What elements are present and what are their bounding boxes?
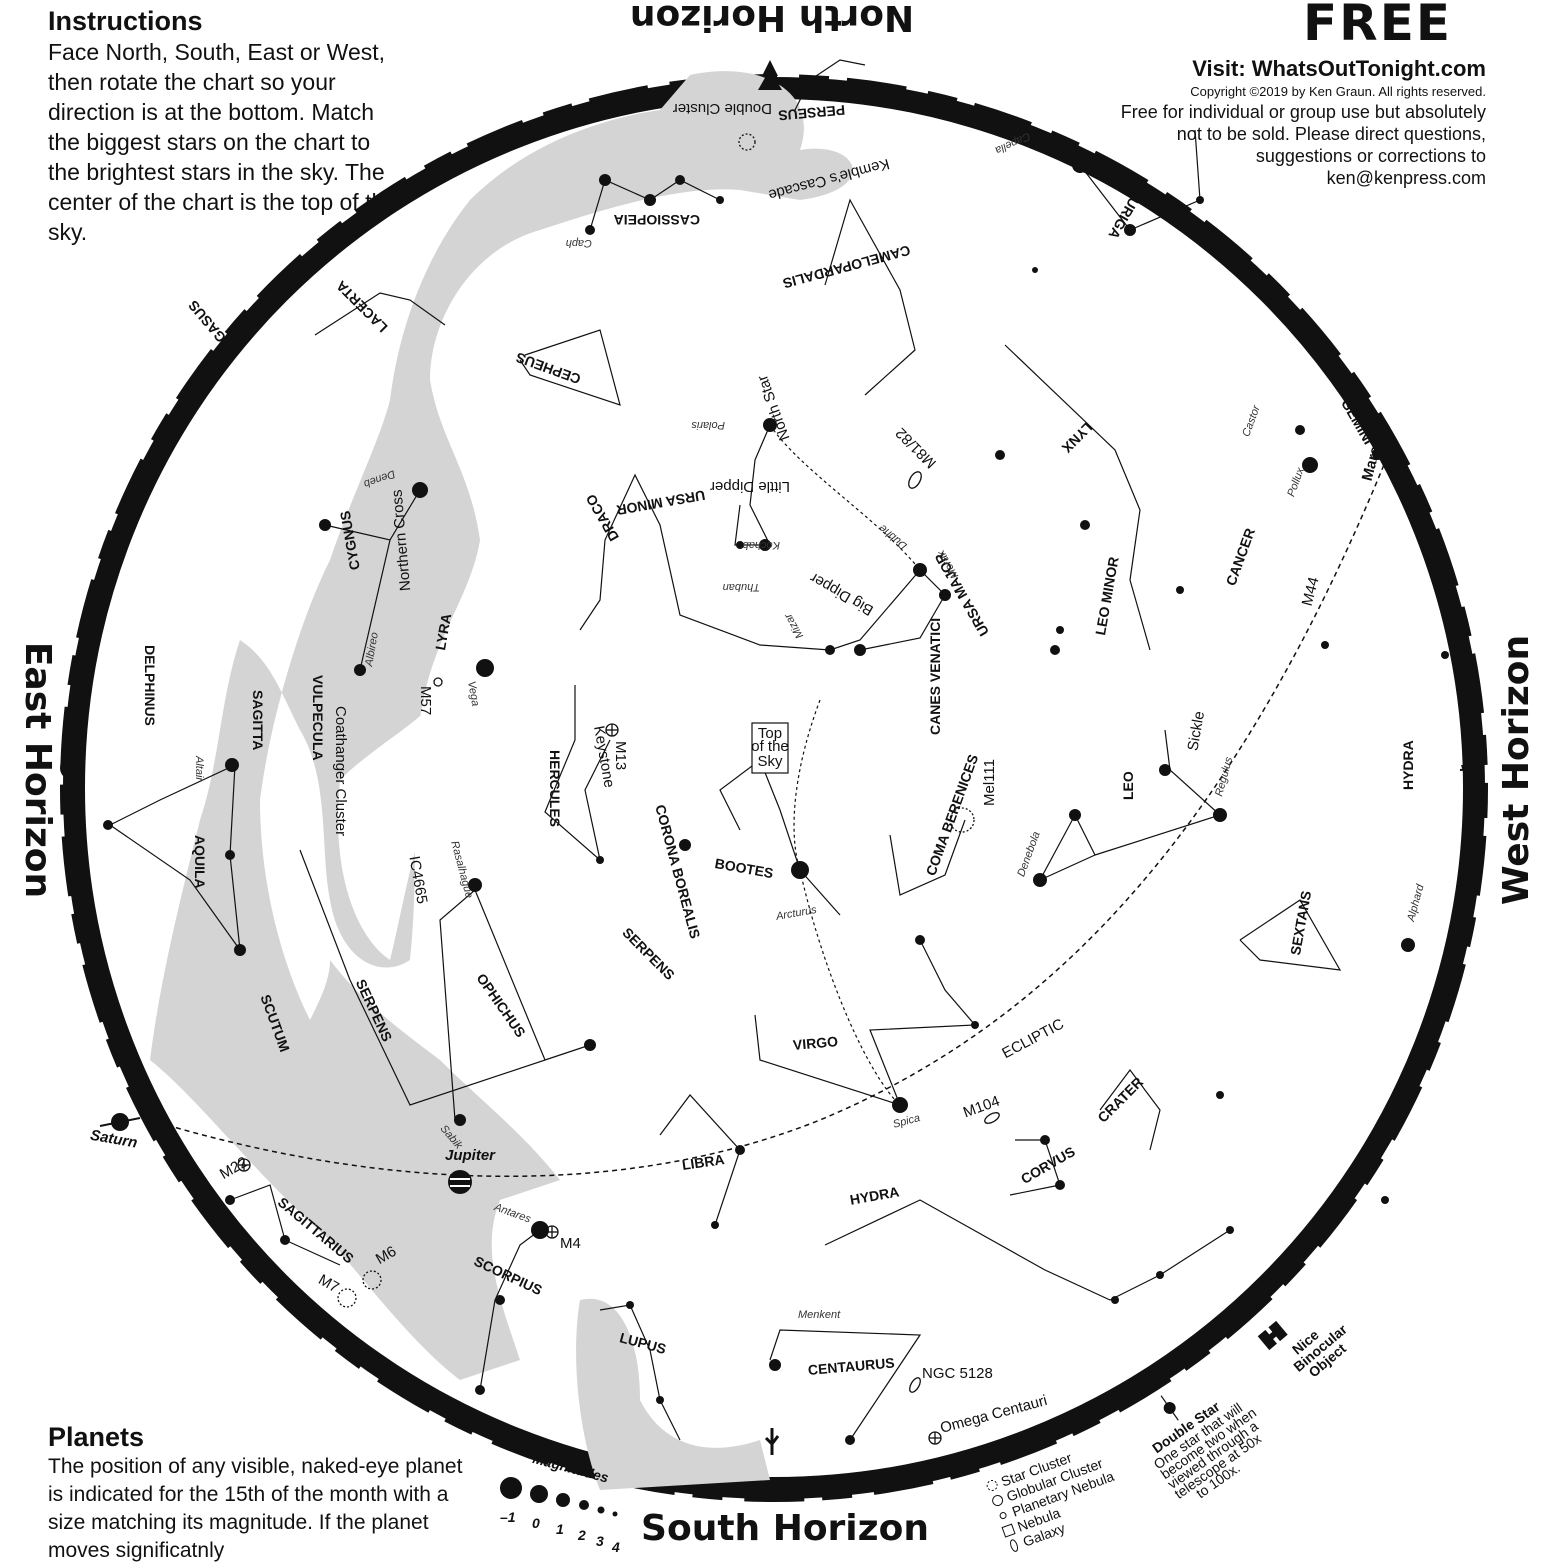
top-of-sky-label-3: Sky (757, 753, 783, 770)
star-name-label: Altair (193, 755, 205, 782)
object-label: Saturn (89, 1127, 139, 1152)
object-label: M13 (612, 741, 629, 770)
magnitude-label: 1 (556, 1521, 564, 1537)
horizon-icons (60, 60, 1483, 1455)
west-horizon-label: West Horizon (1496, 635, 1537, 905)
constellation-label: HYDRA (1400, 740, 1416, 790)
binocular-icon (1257, 1329, 1277, 1351)
constellation-label: VIRGO (792, 1033, 838, 1053)
deep-sky-objects (237, 133, 1000, 1445)
object-label: NGC 5128 (922, 1365, 993, 1382)
constellation-lines (109, 59, 1342, 1441)
star-name-label: Kochab (743, 539, 780, 551)
constellation-label: HERCULES (547, 750, 563, 827)
top-of-sky-label-2: of the (751, 738, 789, 755)
tree-icon (60, 756, 84, 780)
great-rift (338, 680, 461, 960)
constellation-label: CASSIOPEIA (614, 212, 700, 228)
object-label: M4 (560, 1235, 581, 1252)
top-of-sky-box (751, 722, 789, 774)
instructions-title: Instructions (48, 6, 203, 36)
constellation-label: CENTAURUS (807, 1354, 895, 1378)
constellation-label: VULPECULA (310, 675, 326, 761)
instructions-panel: Instructions Face North, South, East or … (48, 6, 408, 247)
star-name-label: Polaris (691, 419, 725, 431)
tree-icon (758, 60, 782, 90)
planet-markers (99, 448, 1384, 1194)
cactus-icon (764, 1428, 780, 1455)
magnitude-label: 0 (532, 1515, 540, 1531)
mars-marker (1372, 448, 1384, 460)
magnitude-label: 2 (577, 1527, 586, 1543)
planets-text: The position of any visible, naked-eye p… (48, 1455, 463, 1562)
star-name-label: Vega (465, 680, 481, 707)
credits-panel: Visit: WhatsOutTonight.com Copyright ©20… (1106, 56, 1486, 189)
constellation-label: LIBRA (681, 1151, 726, 1173)
object-label: Double Cluster (673, 100, 772, 117)
object-label: Little Dipper (710, 478, 790, 495)
magnitude-label: 4 (611, 1539, 620, 1555)
constellation-label: LYRA (432, 612, 454, 651)
east-horizon-label: East Horizon (17, 642, 58, 898)
object-label: Sickle (1184, 710, 1208, 752)
instructions-text: Face North, South, East or West, then ro… (48, 39, 398, 245)
website-link[interactable]: Visit: WhatsOutTonight.com (1192, 56, 1486, 81)
north-horizon-label: North Horizon (630, 0, 914, 38)
object-label: Jupiter (445, 1147, 496, 1164)
constellation-label: AQUILA (192, 835, 208, 889)
object-label: M57 (417, 686, 434, 715)
milky-way (150, 71, 853, 1380)
star-name-label: Menkent (798, 1309, 841, 1321)
planets-panel: Planets The position of any visible, nak… (48, 1422, 468, 1565)
ecliptic-line (149, 449, 1391, 1178)
jupiter-marker (448, 1170, 472, 1194)
palm-tree-icon (1459, 764, 1483, 791)
magnitude-label: –1 (500, 1509, 516, 1525)
binocular-legend: Nice Binocular Object (1257, 1321, 1350, 1380)
south-horizon-label: South Horizon (641, 1508, 929, 1549)
constellation-label: PERSEUS (778, 102, 846, 124)
object-label: Coathanger Cluster (332, 706, 349, 836)
free-banner: FREE (1303, 0, 1452, 52)
object-label: M44 (1299, 575, 1323, 608)
sky-disk (63, 77, 1485, 1499)
star-name-label: Caph (566, 237, 592, 249)
constellation-label: LEO (1120, 771, 1136, 800)
magnitude-label: 3 (596, 1533, 604, 1549)
constellation-label: SAGITTA (250, 690, 266, 750)
constellation-label: CANES VENATICI (927, 618, 943, 735)
planets-title: Planets (48, 1422, 145, 1452)
star-name-label: Thuban (723, 581, 760, 593)
constellation-label: DELPHINUS (142, 645, 158, 726)
stars (103, 157, 1449, 1445)
copyright-text: Copyright ©2019 by Ken Graun. All rights… (1190, 84, 1486, 99)
top-of-sky-label-1: Top (758, 725, 782, 742)
object-label: Mel111 (981, 759, 998, 806)
usage-note: Free for individual or group use but abs… (1120, 102, 1486, 188)
milky-way-south (576, 1298, 770, 1490)
